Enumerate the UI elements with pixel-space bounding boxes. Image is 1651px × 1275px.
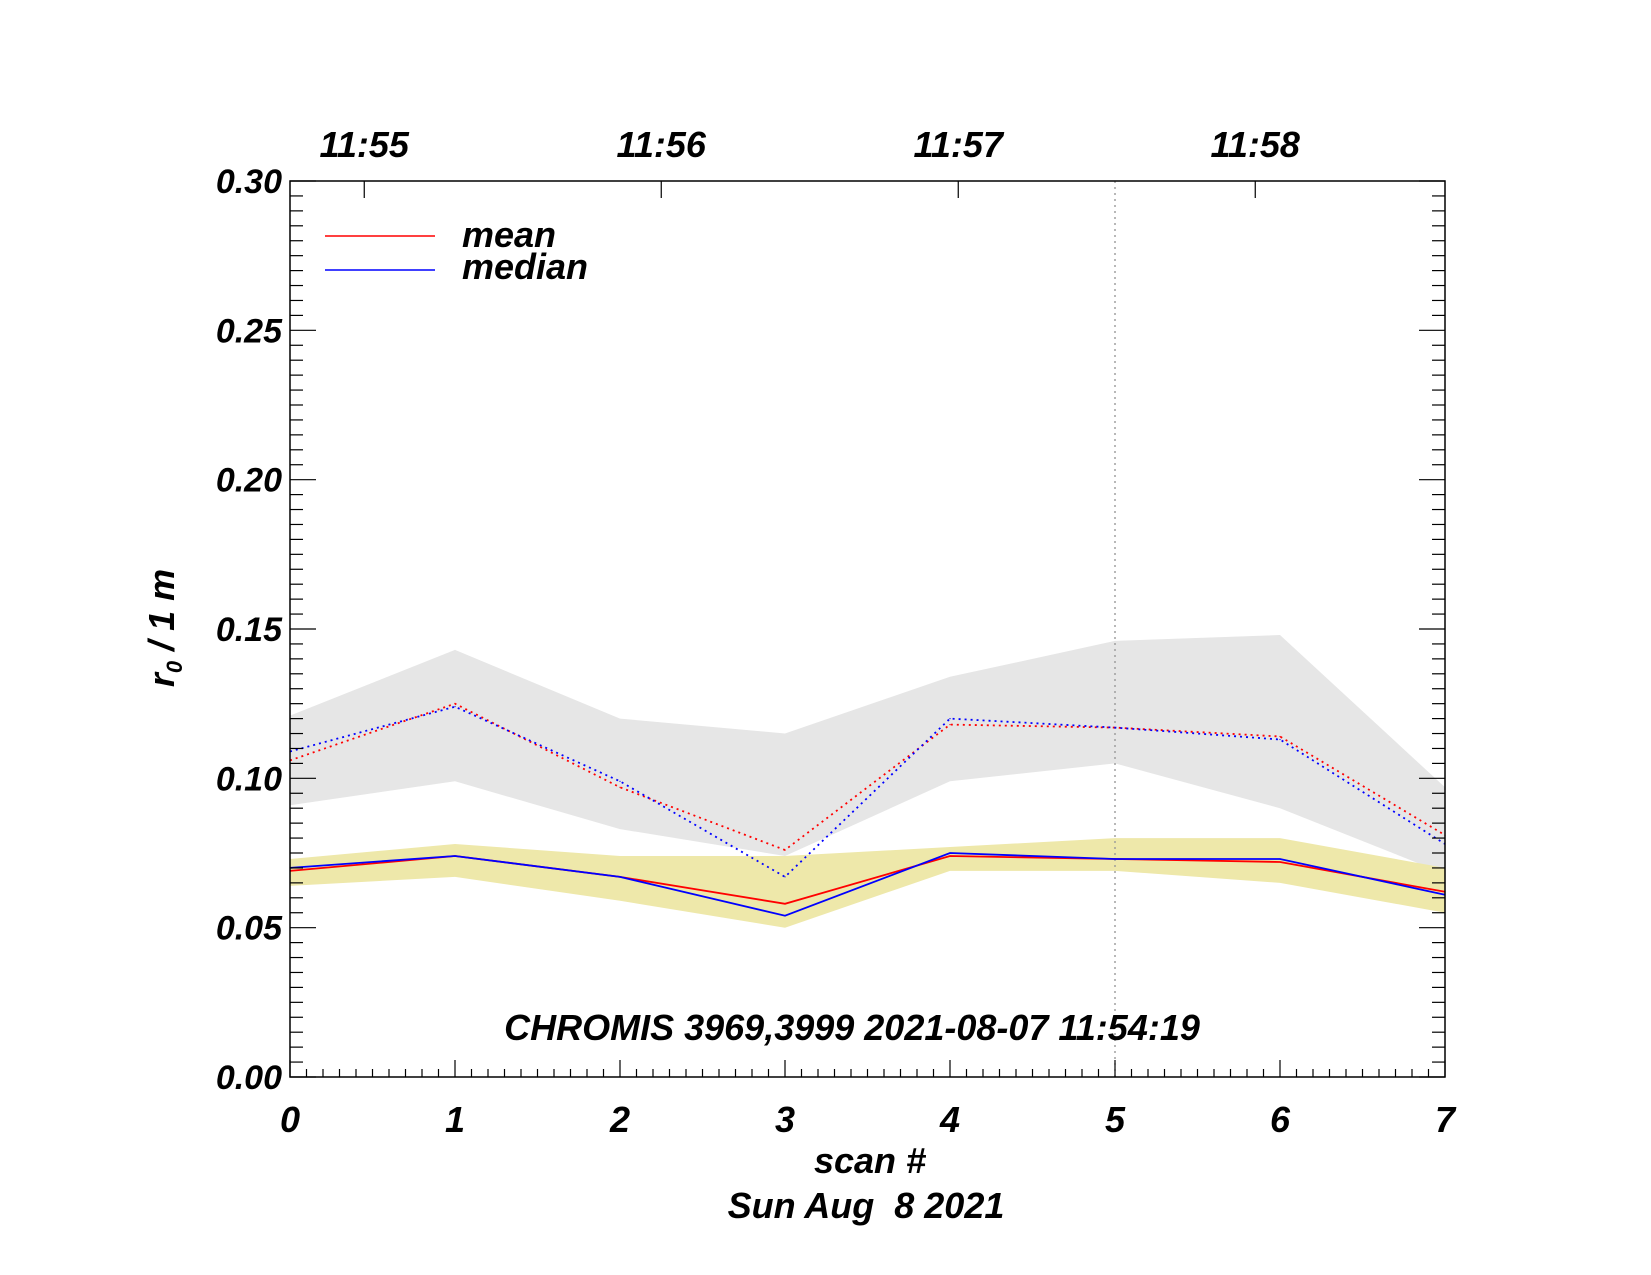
band-lower-range: [290, 838, 1445, 928]
y-tick-labels: 0.00 0.05 0.10 0.15 0.20 0.25 0.30: [216, 163, 283, 1097]
plot-border: [289, 180, 1446, 1078]
series-0-point-1: [454, 703, 456, 705]
series-lines: [289, 702, 1446, 917]
y-tick-label: 0.25: [216, 312, 283, 350]
top-time-label: 11:57: [914, 124, 1005, 165]
x-tick-labels: 0 1 2 3 4 5 6 7: [280, 1099, 1457, 1140]
plot-frame: [289, 180, 1446, 1078]
x-axis-date: Sun Aug 8 2021: [728, 1185, 1005, 1226]
series-1-point-3: [784, 876, 786, 878]
x-tick-label: 1: [445, 1099, 465, 1140]
series-3-point-5: [1114, 858, 1116, 860]
x-tick-label: 3: [775, 1099, 795, 1140]
series-2-point-6: [1279, 861, 1281, 863]
y-axis-label-main: r: [141, 671, 182, 687]
y-tick-label: 0.10: [216, 760, 282, 798]
series-2-point-4: [949, 855, 951, 857]
series-3-point-3: [784, 915, 786, 917]
axis-ticks: [289, 180, 1446, 1078]
x-tick-label: 5: [1105, 1099, 1126, 1140]
band-upper-range: [290, 635, 1445, 874]
series-1-point-1: [454, 706, 456, 708]
x-tick-label: 7: [1435, 1099, 1457, 1140]
legend: mean median: [325, 214, 588, 287]
y-axis-label-subscript: 0: [162, 660, 187, 673]
series-3-point-1: [454, 855, 456, 857]
series-1-point-5: [1114, 726, 1116, 729]
series-0-point-2: [619, 786, 621, 788]
y-tick-label: 0.05: [216, 910, 283, 948]
top-time-labels: 11:55 11:56 11:57 11:58: [320, 124, 1300, 165]
chart-annotation: CHROMIS 3969,3999 2021-08-07 11:54:19: [504, 1007, 1200, 1048]
y-tick-label: 0.30: [216, 163, 282, 201]
x-tick-label: 2: [609, 1099, 630, 1140]
series-line-3: [289, 852, 1446, 917]
series-0-point-6: [1279, 735, 1281, 738]
series-1-point-4: [949, 718, 951, 720]
series-1-point-2: [619, 780, 621, 782]
legend-label-mean: mean: [462, 214, 556, 255]
x-tick-label: 4: [939, 1099, 960, 1140]
y-axis-label-rest: / 1 m: [141, 569, 182, 661]
x-tick-label: 0: [280, 1099, 300, 1140]
legend-label-median: median: [462, 246, 588, 287]
y-tick-label: 0.15: [216, 611, 283, 649]
series-0-point-3: [784, 849, 786, 851]
top-time-label: 11:58: [1211, 124, 1300, 165]
series-line-0: [289, 702, 1446, 852]
top-time-label: 11:56: [617, 124, 707, 165]
x-axis-label: scan #: [814, 1140, 926, 1181]
top-time-label: 11:55: [320, 124, 410, 165]
svg-text:r0 / 1 m: r0 / 1 m: [141, 569, 187, 687]
series-3-point-6: [1279, 858, 1281, 860]
series-3-point-2: [619, 876, 621, 878]
series-2-point-3: [784, 903, 786, 905]
y-axis-label: r0 / 1 m: [141, 569, 187, 687]
series-0-point-4: [949, 723, 951, 726]
series-line-1: [289, 705, 1446, 879]
y-tick-label: 0.00: [216, 1059, 282, 1097]
y-tick-label: 0.20: [216, 462, 282, 500]
series-1-point-6: [1279, 738, 1281, 741]
x-tick-label: 6: [1270, 1099, 1291, 1140]
series-3-point-4: [949, 852, 951, 854]
